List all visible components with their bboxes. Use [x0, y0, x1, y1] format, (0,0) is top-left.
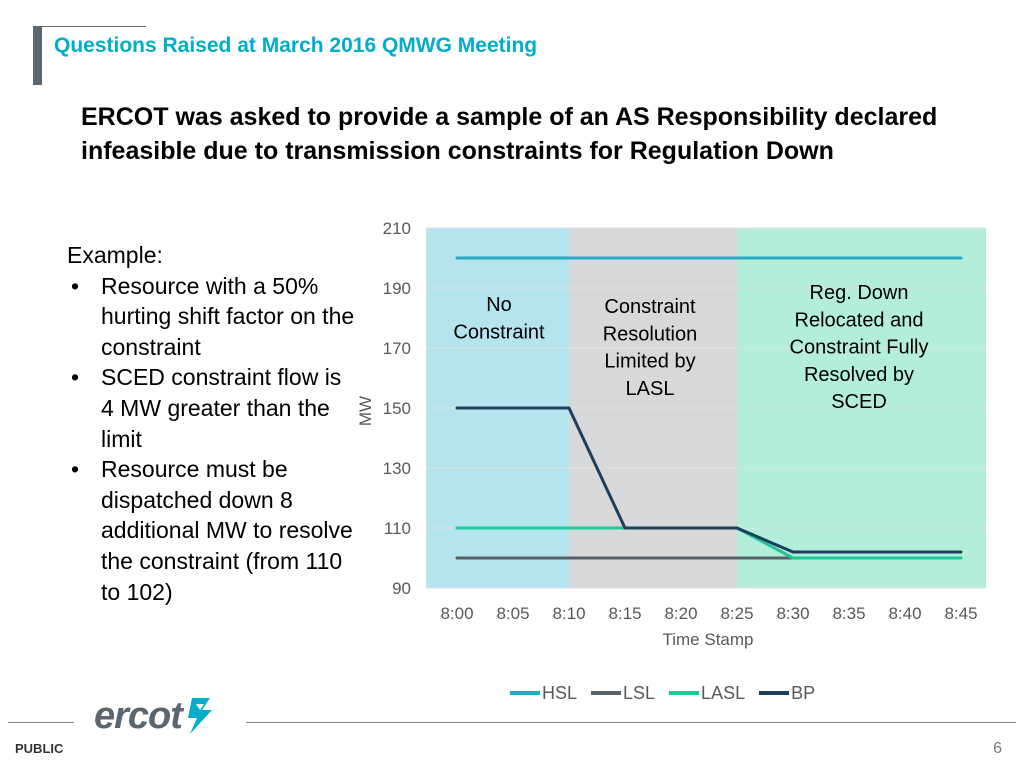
region-annotation-3: Relocated and	[795, 309, 924, 331]
example-bullet-1: Resource with a 50% hurting shift factor…	[67, 271, 357, 363]
chart-legend: HSL LSL LASL BP	[510, 682, 815, 704]
example-bullet-2: SCED constraint flow is 4 MW greater tha…	[67, 362, 357, 454]
x-tick-label: 8:15	[608, 604, 641, 623]
region-annotation-2: Limited by	[604, 351, 695, 373]
logo-wordmark: ercot	[94, 695, 183, 737]
example-title: Example:	[67, 242, 163, 268]
legend-swatch-lsl	[591, 691, 622, 695]
legend-label-lasl: LASL	[701, 682, 746, 703]
legend-label-hsl: HSL	[542, 682, 578, 703]
lightning-bolt-icon	[187, 698, 212, 734]
series-line-bp	[455, 406, 963, 554]
y-axis-title: MW	[356, 396, 375, 426]
main-heading: ERCOT was asked to provide a sample of a…	[81, 103, 938, 165]
legend-swatch-bp	[759, 691, 790, 695]
y-tick-label: 130	[383, 459, 411, 478]
legend-label-bp: BP	[791, 682, 816, 703]
slide-title: Questions Raised at March 2016 QMWG Meet…	[54, 34, 538, 57]
legend-item-lasl: LASL	[669, 683, 745, 704]
legend-item-lsl: LSL	[591, 683, 655, 704]
x-tick-label: 8:10	[552, 604, 585, 623]
example-bullet-3: Resource must be dispatched down 8 addit…	[67, 454, 357, 607]
example-text-block: Example: Resource with a 50% hurting shi…	[67, 240, 357, 607]
header-accent-line	[42, 26, 146, 27]
y-tick-label: 170	[383, 339, 411, 358]
legend-swatch-lasl	[669, 691, 700, 695]
region-annotation-3: Resolved by	[804, 364, 914, 386]
ercot-logo: ercot	[94, 696, 216, 736]
region-annotation-1: No	[486, 294, 512, 316]
y-tick-label: 190	[383, 279, 411, 298]
footer-divider-left	[8, 722, 74, 723]
page-number: 6	[993, 740, 1002, 757]
line-chart: 90 110 130 150 170 190 210 8:00 8:05 8:10 8:15 8:20…	[356, 219, 986, 649]
x-tick-label: 8:20	[664, 604, 697, 623]
x-tick-label: 8:35	[832, 604, 865, 623]
x-tick-label: 8:00	[440, 604, 473, 623]
region-annotation-3: SCED	[831, 391, 887, 413]
legend-swatch-hsl	[510, 691, 540, 695]
legend-item-bp: BP	[759, 683, 815, 704]
example-bullet-list: Resource with a 50% hurting shift factor…	[67, 271, 357, 608]
region-annotation-2: Constraint	[604, 296, 696, 318]
public-label: PUBLIC	[15, 741, 64, 756]
region-annotation-3: Reg. Down	[810, 282, 909, 304]
x-axis-title: Time Stamp	[662, 630, 753, 649]
x-tick-label: 8:45	[944, 604, 977, 623]
x-tick-label: 8:30	[776, 604, 809, 623]
y-tick-label: 110	[384, 519, 411, 538]
y-tick-label: 210	[383, 219, 411, 238]
legend-label-lsl: LSL	[623, 682, 656, 703]
legend-item-hsl: HSL	[510, 683, 577, 704]
y-tick-label: 150	[383, 399, 411, 418]
header-accent-bar	[33, 26, 42, 85]
x-tick-label: 8:40	[888, 604, 921, 623]
x-tick-label: 8:25	[720, 604, 753, 623]
region-annotation-1: Constraint	[453, 321, 545, 343]
footer-divider-right	[246, 722, 1016, 723]
region-annotation-3: Constraint Fully	[790, 337, 929, 359]
region-annotation-2: LASL	[626, 378, 675, 400]
y-tick-label: 90	[392, 579, 411, 598]
region-annotation-2: Resolution	[603, 323, 698, 345]
x-tick-label: 8:05	[496, 604, 529, 623]
